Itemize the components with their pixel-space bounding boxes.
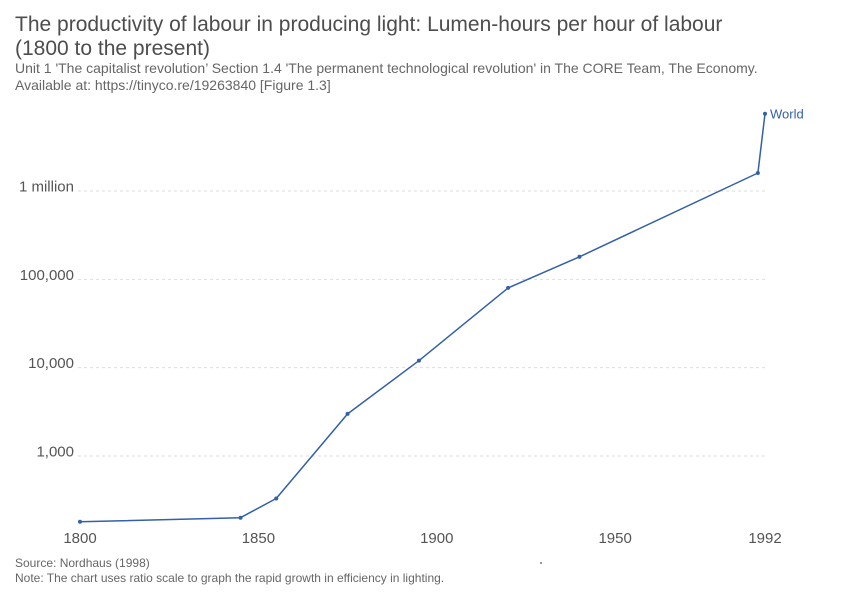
data-point — [238, 515, 243, 520]
x-axis-tick-labels: 1800 1850 1900 1950 1992 — [63, 530, 781, 547]
note-text: Note: The chart uses ratio scale to grap… — [15, 571, 445, 585]
data-point — [755, 170, 760, 175]
chart-title-line-2: (1800 to the present) — [15, 37, 210, 60]
chart-title: The productivity of labour in producing … — [15, 13, 835, 61]
x-tick-label: 1850 — [242, 530, 275, 547]
y-tick-label: 1 million — [19, 179, 74, 196]
series-label-world: World — [770, 107, 804, 122]
y-tick-label: 100,000 — [20, 267, 74, 284]
x-tick-label: 1900 — [420, 530, 453, 547]
chart-subtitle: Unit 1 'The capitalist revolution’ Secti… — [15, 60, 835, 94]
series-line-world — [79, 113, 766, 523]
data-point — [78, 519, 82, 524]
chart-title-line-1: The productivity of labour in producing … — [15, 13, 723, 36]
y-axis-tick-labels: 1,000 10,000 100,000 1 million — [19, 179, 74, 461]
series-layer: World — [78, 107, 804, 524]
subtitle-line-2: Available at: https://tinyco.re/19263840… — [15, 77, 331, 93]
stray-dot — [540, 562, 542, 564]
source-text: Source: Nordhaus (1998) — [15, 556, 150, 570]
x-tick-label: 1950 — [598, 530, 631, 547]
x-tick-label: 1800 — [63, 530, 96, 547]
chart-footer: Source: Nordhaus (1998) Note: The chart … — [15, 556, 835, 586]
subtitle-line-1: Unit 1 'The capitalist revolution’ Secti… — [15, 60, 758, 76]
y-tick-label: 1,000 — [36, 444, 74, 461]
grid-lines — [78, 190, 765, 457]
data-point — [577, 254, 582, 259]
data-point — [506, 285, 511, 290]
x-tick-label: 1992 — [748, 530, 781, 547]
data-point — [763, 111, 767, 116]
data-point — [416, 358, 421, 363]
y-tick-label: 10,000 — [28, 355, 74, 372]
data-point — [274, 496, 279, 501]
data-point — [345, 411, 350, 416]
